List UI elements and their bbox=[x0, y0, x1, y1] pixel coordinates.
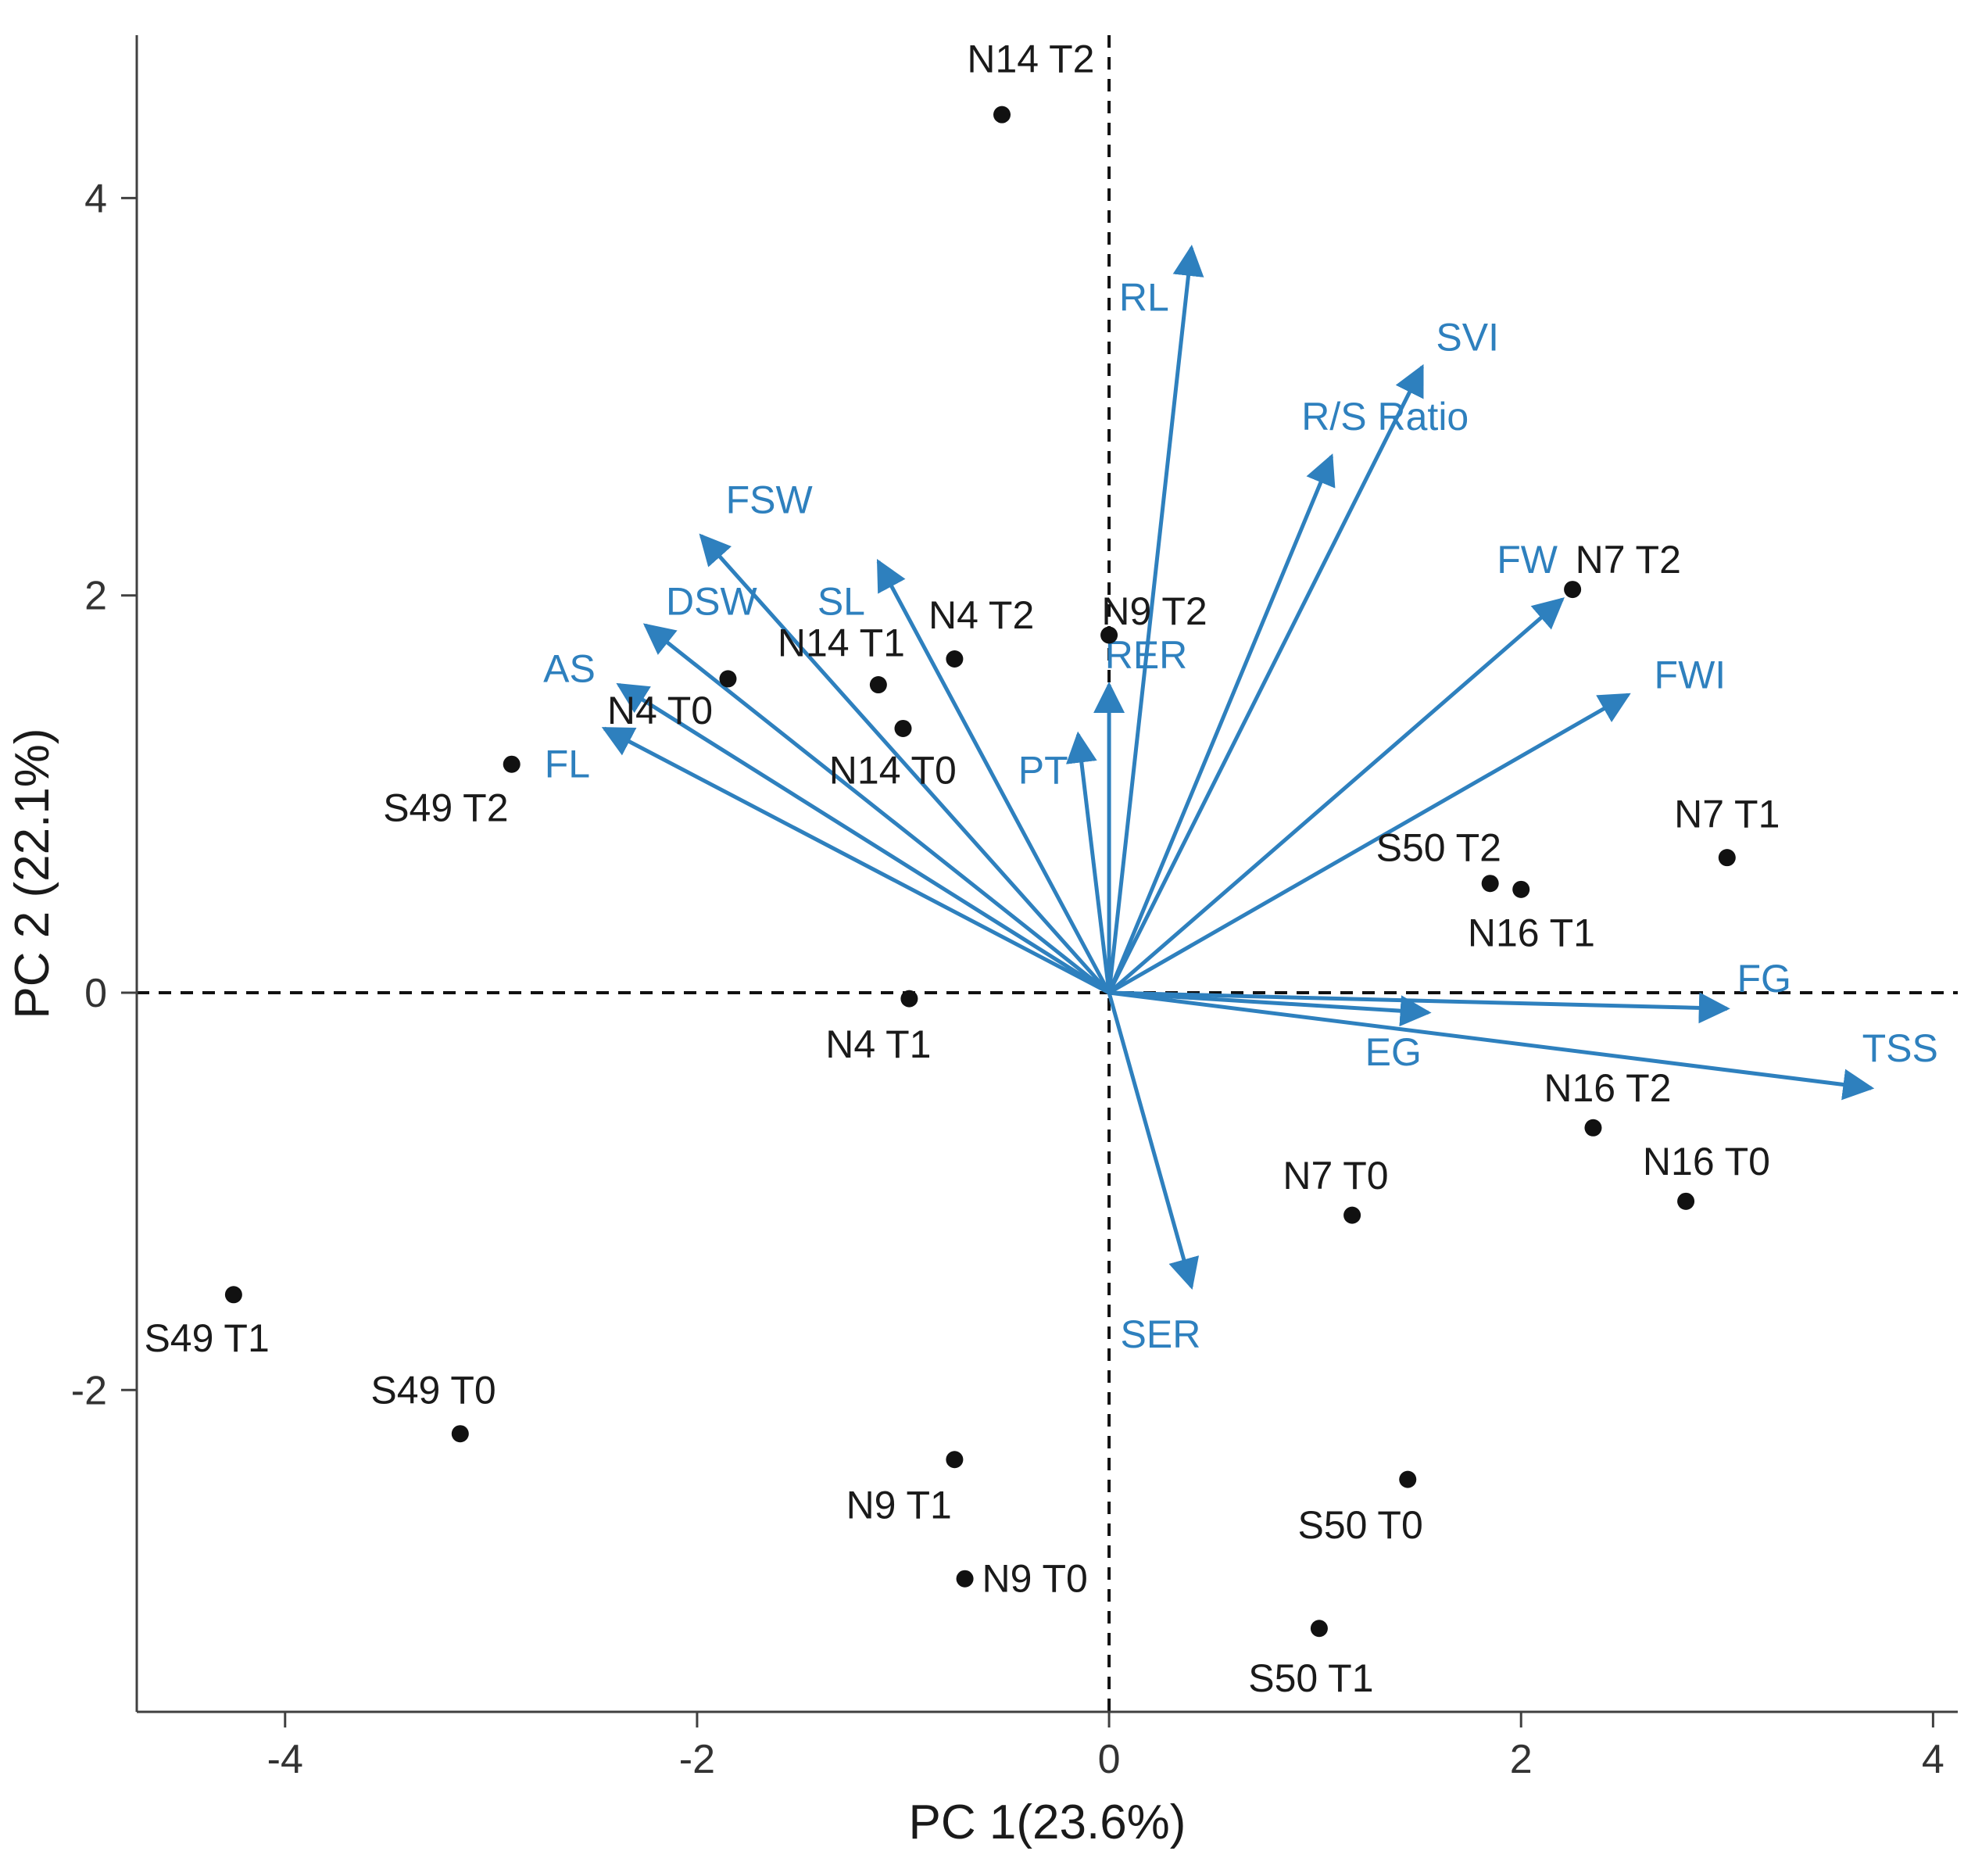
x-tick-label: -4 bbox=[267, 1737, 303, 1782]
loading-label-fg: FG bbox=[1737, 957, 1791, 1001]
loading-arrow-sl bbox=[876, 558, 1111, 994]
point-label-n14-t2: N14 T2 bbox=[967, 37, 1094, 81]
loading-label-ser: SER bbox=[1121, 1312, 1201, 1356]
loading-arrow-as bbox=[616, 682, 1111, 995]
loading-label-pt: PT bbox=[1018, 748, 1068, 792]
data-point-n4-t0 bbox=[719, 670, 737, 688]
point-label-s50-t0: S50 T0 bbox=[1297, 1503, 1422, 1547]
point-label-s49-t0: S49 T0 bbox=[370, 1368, 496, 1412]
loading-label-fwi: FWI bbox=[1655, 653, 1726, 696]
x-tick-label: 0 bbox=[1098, 1737, 1121, 1782]
data-point-n14-t2 bbox=[993, 106, 1011, 124]
data-point-s49-t1 bbox=[224, 1286, 242, 1304]
loading-arrow-fl bbox=[601, 726, 1111, 995]
data-point-s50-t2 bbox=[1481, 875, 1499, 893]
data-point-n7-t1 bbox=[1718, 849, 1736, 867]
data-point-n9-t0 bbox=[956, 1570, 974, 1588]
data-point-s50-t1 bbox=[1310, 1620, 1328, 1638]
point-label-n16-t2: N16 T2 bbox=[1544, 1066, 1671, 1110]
point-label-s50-t1: S50 T1 bbox=[1248, 1656, 1373, 1700]
data-point-n9-t2 bbox=[1100, 626, 1118, 644]
loading-label-svi: SVI bbox=[1436, 315, 1499, 359]
loading-arrow-fsw bbox=[699, 533, 1111, 994]
loading-label-fl: FL bbox=[545, 743, 590, 786]
x-tick-label: 4 bbox=[1922, 1737, 1944, 1782]
data-point-s49-t2 bbox=[503, 755, 521, 773]
point-label-n14-t0: N14 T0 bbox=[829, 748, 957, 792]
loading-label-eg: EG bbox=[1365, 1030, 1422, 1074]
loading-label-sl: SL bbox=[817, 579, 865, 623]
loading-arrow-dsw bbox=[642, 623, 1111, 994]
loading-label-rl: RL bbox=[1119, 275, 1169, 319]
point-label-n7-t0: N7 T0 bbox=[1283, 1154, 1388, 1198]
loading-label-dsw: DSW bbox=[666, 579, 757, 623]
data-point-n4-t1 bbox=[900, 990, 918, 1008]
loading-arrow-rl bbox=[1107, 244, 1204, 993]
loading-label-as: AS bbox=[543, 647, 596, 691]
point-label-s49-t1: S49 T1 bbox=[144, 1316, 269, 1360]
loading-arrow-eg bbox=[1108, 990, 1432, 1027]
point-label-n9-t2: N9 T2 bbox=[1101, 589, 1207, 633]
loading-label-tss: TSS bbox=[1862, 1026, 1938, 1070]
data-point-n14-t1 bbox=[869, 676, 887, 694]
point-label-n7-t1: N7 T1 bbox=[1674, 792, 1780, 836]
point-label-n14-t1: N14 T1 bbox=[778, 621, 905, 665]
point-label-n4-t0: N4 T0 bbox=[607, 689, 713, 732]
point-label-n9-t0: N9 T0 bbox=[982, 1557, 1088, 1601]
loading-arrow-ser bbox=[1107, 992, 1200, 1290]
point-label-n9-t1: N9 T1 bbox=[846, 1484, 952, 1527]
data-point-s49-t0 bbox=[451, 1425, 469, 1443]
loading-label-fsw: FSW bbox=[726, 478, 814, 522]
data-point-n16-t2 bbox=[1584, 1119, 1602, 1137]
y-tick-label: 4 bbox=[84, 176, 107, 221]
x-tick-label: -2 bbox=[679, 1737, 715, 1782]
point-label-n4-t2: N4 T2 bbox=[928, 593, 1034, 637]
point-label-n4-t1: N4 T1 bbox=[825, 1022, 931, 1066]
data-point-n16-t1 bbox=[1512, 880, 1530, 898]
loading-label-fw: FW bbox=[1497, 538, 1558, 582]
loading-arrow-pt bbox=[1065, 731, 1111, 993]
y-tick-label: 0 bbox=[84, 971, 107, 1016]
loading-label-r-s-ratio: R/S Ratio bbox=[1301, 395, 1469, 439]
data-point-n4-t2 bbox=[946, 650, 964, 668]
loading-label-rer: RER bbox=[1105, 633, 1188, 677]
data-point-n7-t2 bbox=[1564, 581, 1582, 599]
loading-arrow-tss bbox=[1108, 990, 1875, 1101]
data-point-n16-t0 bbox=[1677, 1192, 1695, 1210]
y-tick-label: 2 bbox=[84, 574, 107, 619]
x-tick-label: 2 bbox=[1510, 1737, 1533, 1782]
data-point-n7-t0 bbox=[1343, 1206, 1361, 1224]
point-label-n7-t2: N7 T2 bbox=[1576, 538, 1681, 582]
loading-arrow-fwi bbox=[1107, 693, 1631, 995]
loading-arrow-fw bbox=[1107, 597, 1565, 994]
point-label-s49-t2: S49 T2 bbox=[383, 786, 508, 830]
data-point-s50-t0 bbox=[1399, 1470, 1417, 1488]
x-axis-title: PC 1(23.6%) bbox=[909, 1795, 1186, 1849]
loading-arrow-svi bbox=[1107, 363, 1424, 994]
data-point-n14-t0 bbox=[894, 719, 912, 737]
point-label-n16-t1: N16 T1 bbox=[1468, 911, 1595, 955]
data-point-n9-t1 bbox=[946, 1451, 964, 1469]
y-axis-title: PC 2 (22.1%) bbox=[5, 728, 59, 1019]
y-tick-label: -2 bbox=[71, 1368, 107, 1413]
point-label-n16-t0: N16 T0 bbox=[1643, 1140, 1770, 1183]
loading-arrow-r-s-ratio bbox=[1107, 453, 1336, 993]
point-label-s50-t2: S50 T2 bbox=[1376, 825, 1501, 869]
